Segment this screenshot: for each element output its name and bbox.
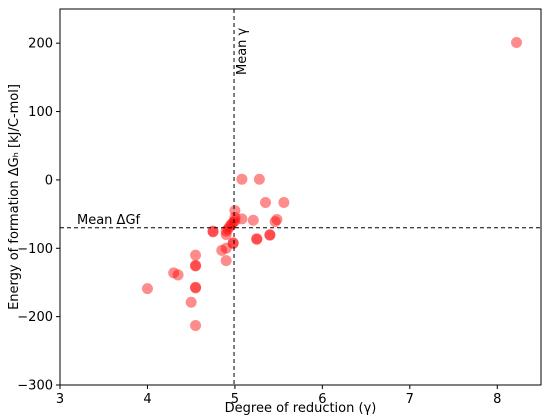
x-tick-label: 8	[493, 392, 501, 407]
data-point	[229, 212, 241, 224]
y-tick-label: −300	[17, 379, 53, 394]
data-point	[264, 229, 276, 241]
y-tick-label: 0	[45, 173, 53, 188]
data-point	[236, 213, 248, 225]
x-tick-label: 7	[406, 392, 414, 407]
data-point	[220, 225, 232, 237]
x-axis-ticks: 3 4 5 6 7 8	[56, 385, 501, 407]
data-point	[227, 237, 239, 249]
x-tick-label: 3	[56, 392, 64, 407]
data-point	[236, 173, 248, 185]
data-point	[141, 283, 153, 295]
data-point	[207, 225, 219, 237]
data-point	[251, 233, 263, 245]
data-point	[190, 259, 202, 271]
mean-gamma-label: Mean γ	[235, 27, 250, 75]
data-point	[253, 173, 265, 185]
data-point	[229, 205, 241, 217]
data-point	[260, 196, 272, 208]
x-tick-label: 5	[231, 392, 239, 407]
data-point	[247, 214, 259, 226]
data-point	[220, 229, 232, 241]
data-point	[264, 229, 276, 241]
x-tick-label: 6	[318, 392, 326, 407]
mean-dg-label: Mean ΔGf	[77, 213, 141, 228]
data-point	[227, 237, 239, 249]
y-axis-label: Energy of formation ΔGₕ [kJ/C-mol]	[7, 84, 22, 310]
data-point	[190, 281, 202, 293]
data-point	[227, 216, 239, 228]
data-point	[185, 296, 197, 308]
data-point	[190, 260, 202, 272]
y-axis-ticks: −300 −200 −100 0 100 200	[17, 37, 60, 394]
y-tick-label: 100	[28, 105, 53, 120]
data-point	[168, 267, 180, 279]
data-points	[141, 36, 523, 332]
data-point	[222, 223, 234, 235]
x-tick-label: 4	[143, 392, 151, 407]
data-point	[220, 255, 232, 267]
data-point	[190, 282, 202, 294]
y-tick-label: −100	[17, 242, 53, 257]
data-point	[216, 244, 228, 256]
plot-area-frame	[59, 8, 542, 386]
data-point	[271, 214, 283, 226]
data-point	[278, 196, 290, 208]
data-point	[207, 226, 219, 238]
y-tick-label: 200	[28, 37, 53, 52]
data-point	[172, 269, 184, 281]
data-point	[251, 233, 263, 245]
reference-lines: Mean γ Mean ΔGf	[60, 9, 541, 385]
data-point	[511, 36, 523, 48]
data-point	[229, 215, 241, 227]
y-tick-label: −200	[17, 310, 53, 325]
x-axis-label: Degree of reduction (γ)	[225, 401, 377, 416]
data-point	[224, 220, 236, 232]
data-point	[220, 242, 232, 254]
data-point	[269, 216, 281, 228]
data-point	[190, 320, 202, 332]
data-point	[190, 249, 202, 261]
